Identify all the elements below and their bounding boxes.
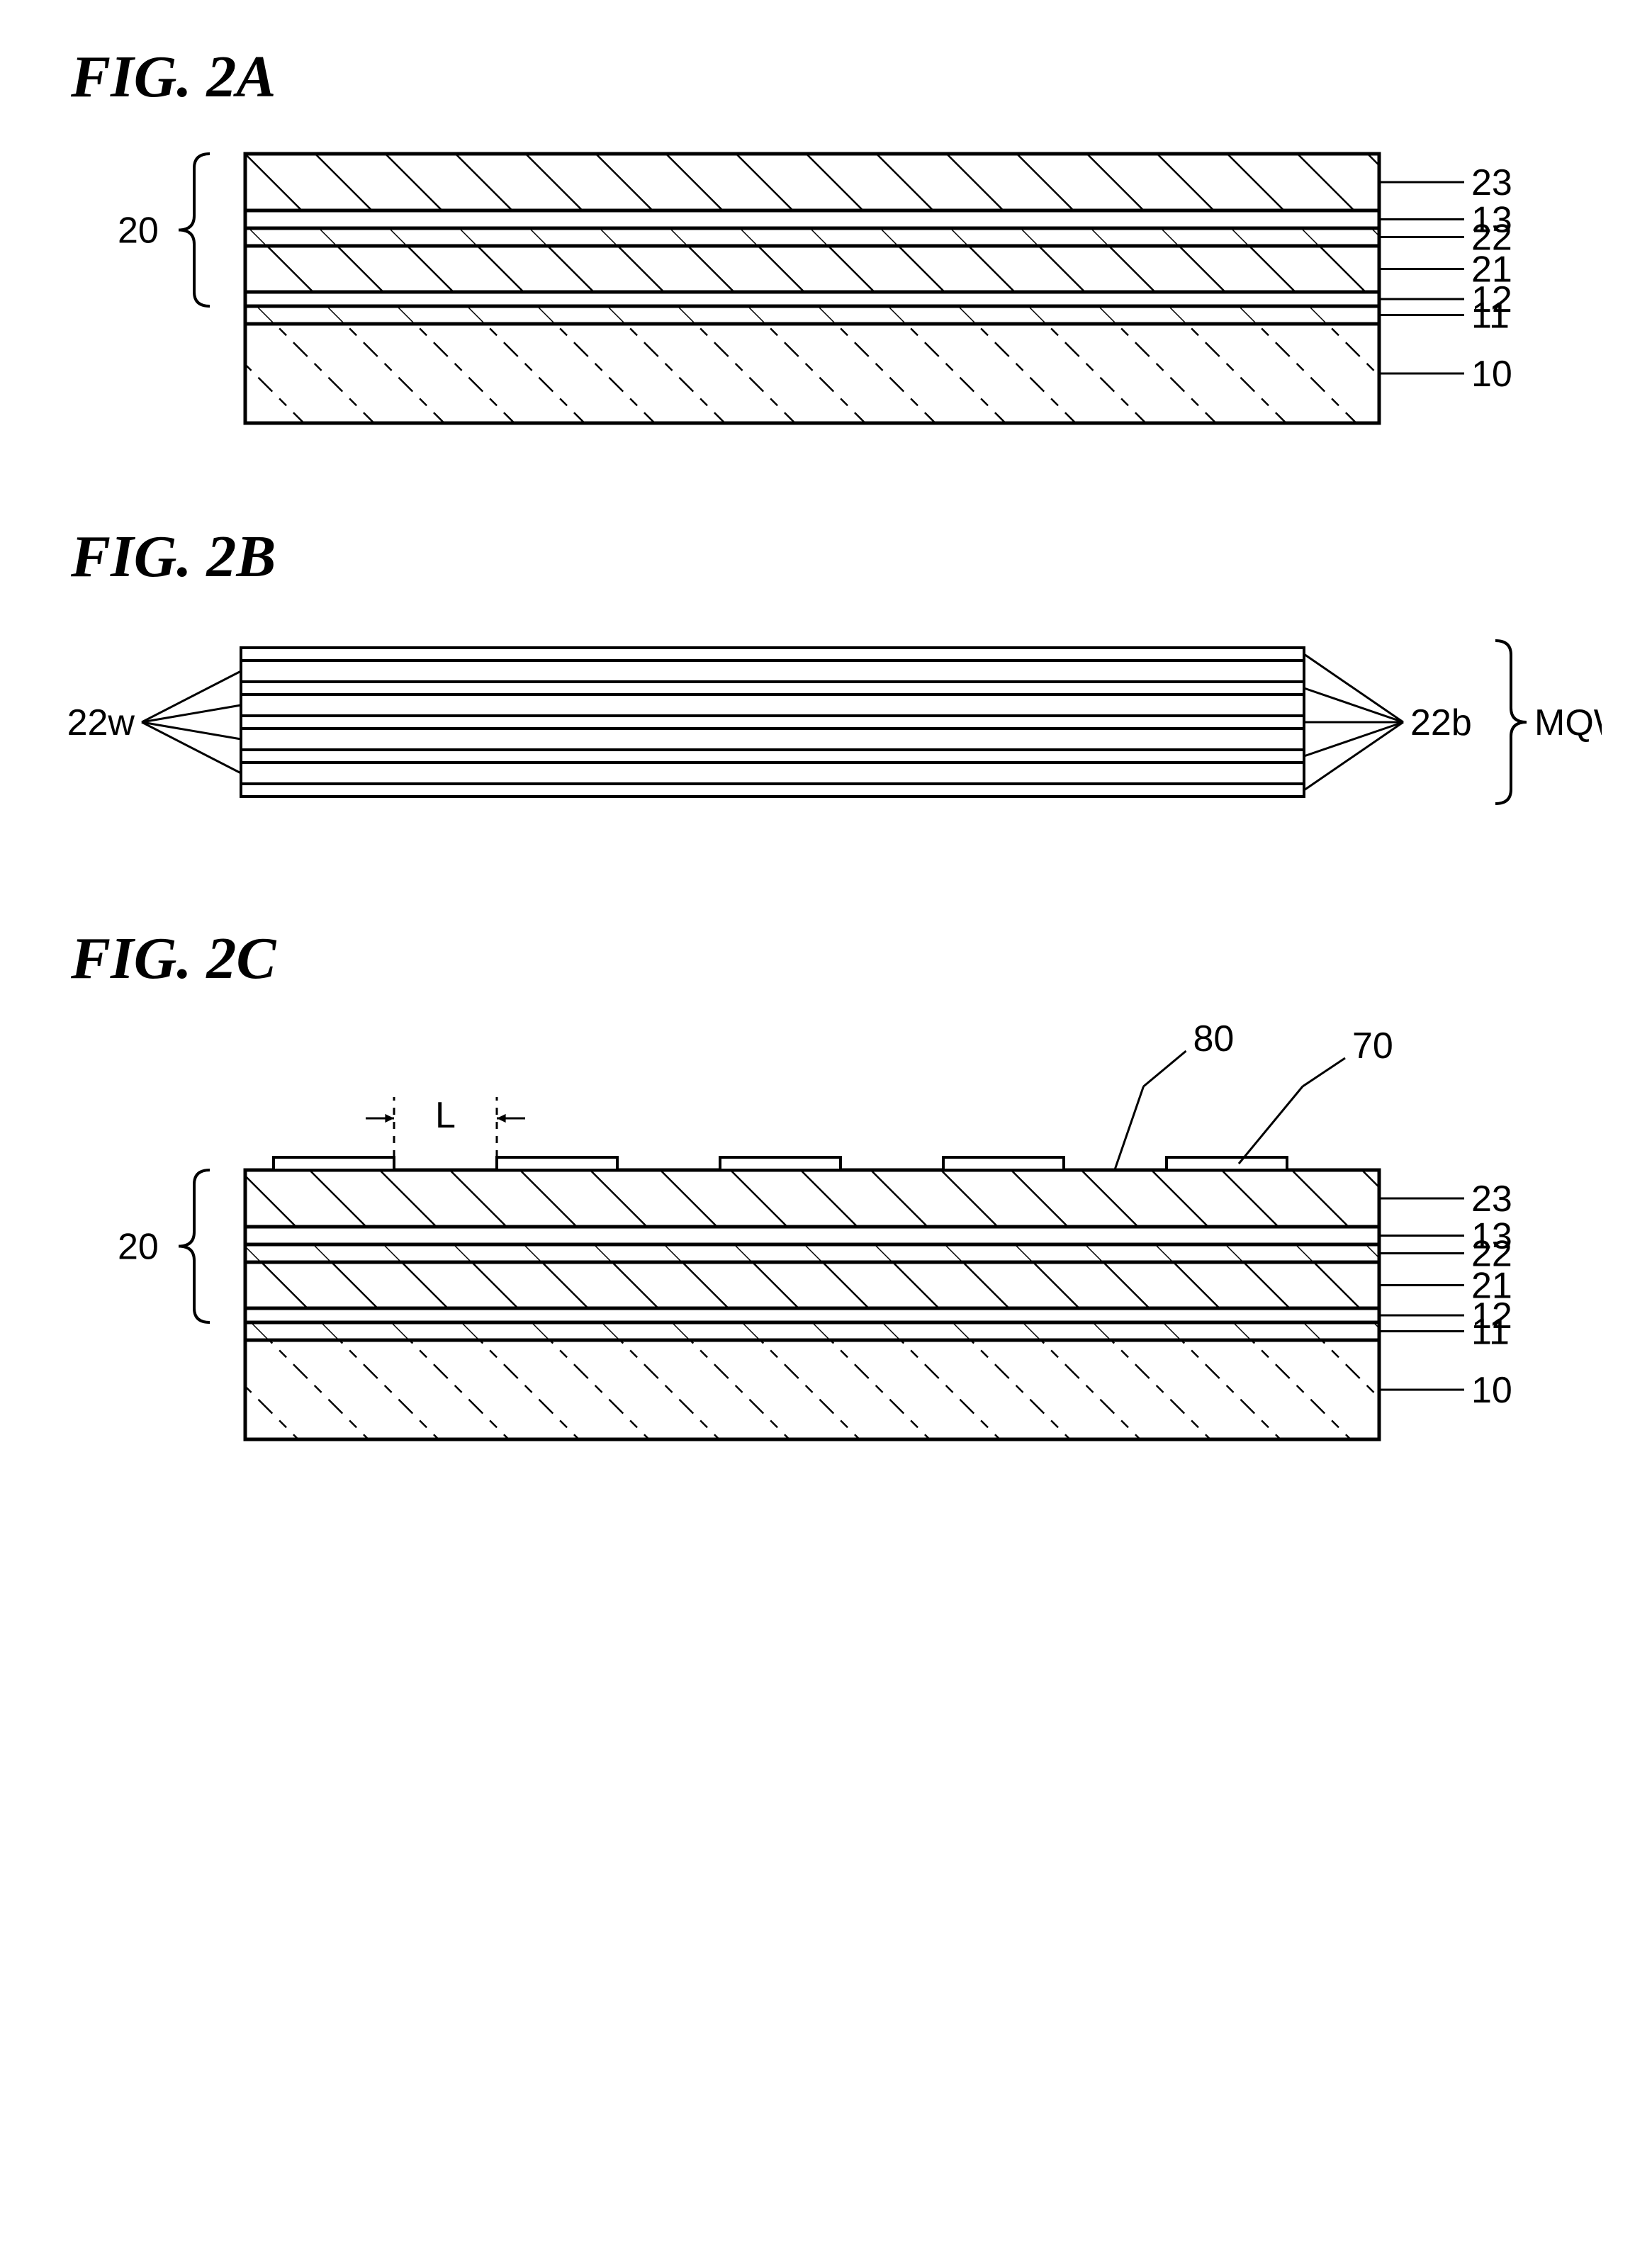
svg-text:11: 11	[1471, 1312, 1510, 1353]
svg-text:22w: 22w	[67, 702, 135, 743]
figure-2c-title: FIG. 2C	[71, 924, 1595, 993]
figure-2c-diagram: 2313222112111020L8070	[89, 1021, 1563, 1454]
figure-2a: FIG. 2A 2313222112111020	[57, 43, 1595, 437]
figure-2b-title: FIG. 2B	[71, 522, 1595, 591]
svg-text:23: 23	[1471, 1179, 1512, 1220]
svg-text:10: 10	[1471, 1370, 1512, 1411]
svg-text:MQW22: MQW22	[1534, 702, 1602, 743]
svg-text:20: 20	[118, 210, 159, 252]
svg-text:70: 70	[1352, 1025, 1393, 1067]
svg-text:22b: 22b	[1410, 702, 1472, 743]
figure-2a-diagram: 2313222112111020	[89, 140, 1563, 437]
figure-2a-title: FIG. 2A	[71, 43, 1595, 111]
svg-text:L: L	[435, 1095, 456, 1136]
figure-2b-diagram: 22w 22b MQW22	[57, 619, 1602, 839]
svg-text:11: 11	[1471, 296, 1510, 337]
svg-text:20: 20	[118, 1227, 159, 1268]
figure-2b: FIG. 2B 22w22bMQW22	[57, 522, 1595, 839]
svg-text:23: 23	[1471, 162, 1512, 203]
figure-2c: FIG. 2C 2313222112111020L8070	[57, 924, 1595, 1454]
svg-text:80: 80	[1193, 1021, 1234, 1059]
svg-text:10: 10	[1471, 354, 1512, 395]
